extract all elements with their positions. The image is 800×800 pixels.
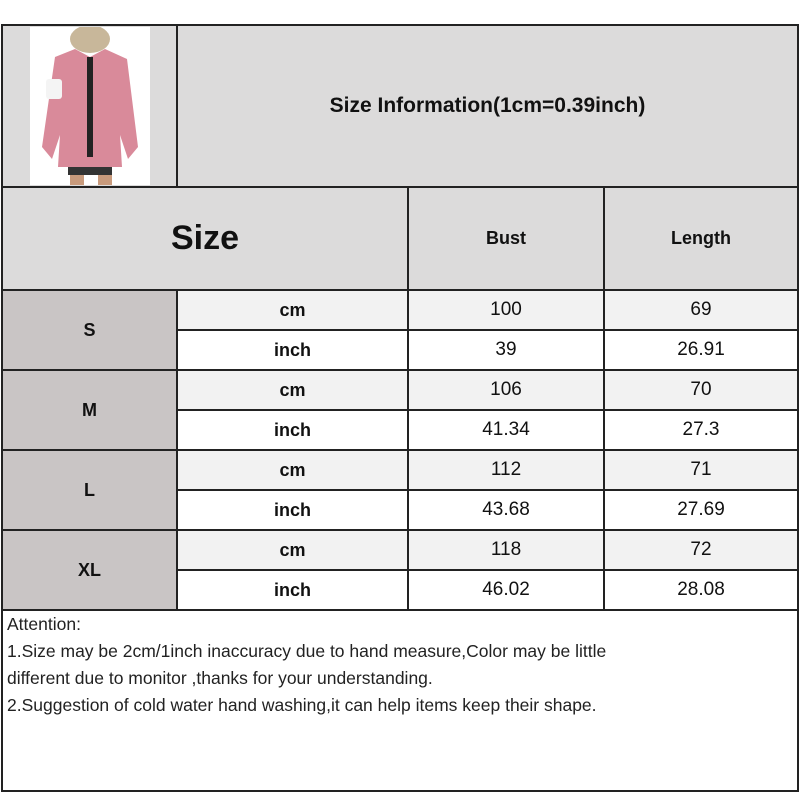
size-header-label: Size: [170, 219, 240, 257]
note-line: 2.Suggestion of cold water hand washing,…: [7, 695, 597, 715]
measurement-value: 27.69: [677, 499, 725, 520]
title-cell: Size Information(1cm=0.39inch): [176, 24, 799, 188]
size-cell: S: [1, 289, 178, 371]
measurement-value: 43.68: [482, 499, 530, 520]
size-header: Size: [1, 186, 409, 291]
note-line: 1.Size may be 2cm/1inch inaccuracy due t…: [7, 641, 607, 661]
bust-value-cell: 46.02: [407, 569, 605, 611]
unit-label: cm: [279, 299, 306, 320]
unit-cell: cm: [176, 529, 409, 571]
length-header: Length: [603, 186, 799, 291]
size-label: M: [82, 399, 97, 420]
length-value-cell: 27.69: [603, 489, 799, 531]
unit-label: inch: [273, 499, 311, 520]
unit-cell: inch: [176, 409, 409, 451]
measurement-value: 106: [490, 379, 522, 400]
measurement-value: 72: [690, 539, 712, 560]
measurement-value: 71: [690, 459, 712, 480]
bust-value-cell: 112: [407, 449, 605, 491]
unit-label: cm: [279, 459, 306, 480]
unit-cell: inch: [176, 329, 409, 371]
size-label: S: [83, 319, 96, 340]
bust-header-label: Bust: [486, 228, 526, 248]
measurement-value: 39: [495, 339, 517, 360]
length-value-cell: 70: [603, 369, 799, 411]
length-value-cell: 28.08: [603, 569, 799, 611]
unit-label: inch: [273, 339, 311, 360]
bust-value-cell: 39: [407, 329, 605, 371]
size-cell: L: [1, 449, 178, 531]
measurement-value: 28.08: [677, 579, 725, 600]
length-value-cell: 71: [603, 449, 799, 491]
unit-cell: cm: [176, 449, 409, 491]
product-photo: [29, 27, 150, 185]
length-value-cell: 27.3: [603, 409, 799, 451]
unit-cell: inch: [176, 569, 409, 611]
measurement-value: 112: [490, 459, 522, 480]
size-cell: M: [1, 369, 178, 451]
bust-value-cell: 106: [407, 369, 605, 411]
size-cell: XL: [1, 529, 178, 611]
attention-notes: Attention: 1.Size may be 2cm/1inch inacc…: [1, 607, 799, 792]
length-value-cell: 26.91: [603, 329, 799, 371]
unit-cell: cm: [176, 289, 409, 331]
measurement-value: 118: [490, 539, 522, 560]
measurement-value: 26.91: [677, 339, 725, 360]
unit-cell: inch: [176, 489, 409, 531]
measurement-value: 46.02: [482, 579, 530, 600]
bust-value-cell: 118: [407, 529, 605, 571]
bust-value-cell: 43.68: [407, 489, 605, 531]
page-title: Size Information(1cm=0.39inch): [329, 94, 646, 117]
bust-value-cell: 100: [407, 289, 605, 331]
length-value-cell: 72: [603, 529, 799, 571]
unit-label: cm: [279, 379, 306, 400]
measurement-value: 100: [490, 299, 522, 320]
unit-cell: cm: [176, 369, 409, 411]
notes-heading: Attention:: [7, 614, 81, 634]
measurement-value: 27.3: [682, 419, 720, 440]
unit-label: cm: [279, 539, 306, 560]
note-line: different due to monitor ,thanks for you…: [7, 668, 433, 688]
measurement-value: 69: [690, 299, 712, 320]
bust-value-cell: 41.34: [407, 409, 605, 451]
unit-label: inch: [273, 579, 311, 600]
measurement-value: 70: [690, 379, 712, 400]
length-value-cell: 69: [603, 289, 799, 331]
size-label: L: [84, 479, 95, 500]
length-header-label: Length: [671, 228, 731, 248]
product-image-cell: [1, 24, 178, 188]
measurement-value: 41.34: [482, 419, 530, 440]
size-label: XL: [77, 559, 101, 580]
bust-header: Bust: [407, 186, 605, 291]
unit-label: inch: [273, 419, 311, 440]
